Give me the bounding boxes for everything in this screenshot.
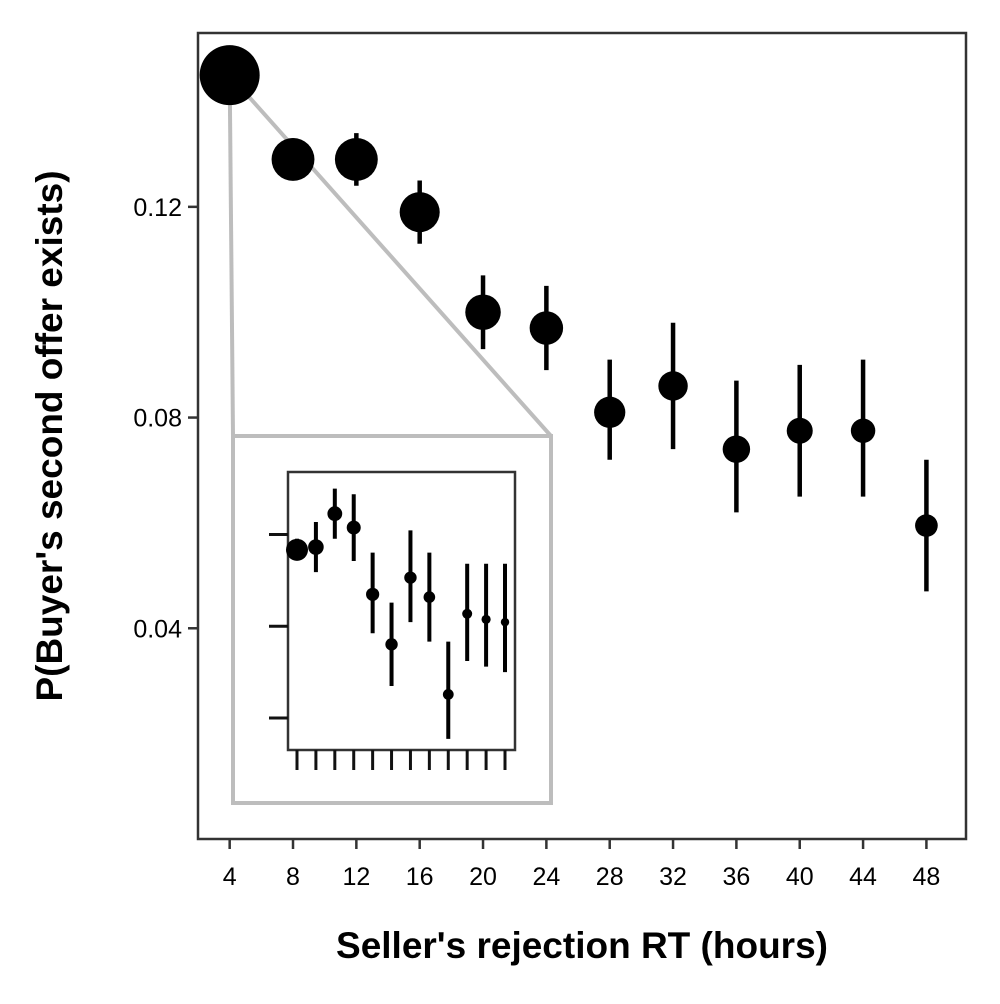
x-tick-label: 16 [406,863,434,891]
inset-data-point [366,587,380,601]
data-point [850,418,876,443]
x-tick-label: 48 [913,863,941,891]
x-tick-label: 44 [849,863,877,891]
x-tick-label: 32 [659,863,687,891]
zoom-box [231,434,553,805]
x-tick-label: 40 [786,863,814,891]
zoom-line-left [227,75,235,437]
inset-data-point [286,538,308,561]
inset-data-point [404,571,417,584]
x-tick-label: 28 [596,863,624,891]
data-point [529,311,564,345]
inset-frame [286,470,517,752]
inset-data-point [423,591,436,603]
data-point [199,45,260,106]
zoom-connector [227,73,553,805]
data-point [271,137,315,181]
data-point [594,396,626,428]
x-tick-label: 20 [469,863,497,891]
inset-plot [269,470,517,770]
x-tick-label: 12 [342,863,370,891]
data-point [334,137,378,181]
zoom-line-right [228,73,553,438]
inset-data-point [385,638,398,651]
data-series [199,45,938,592]
x-tick-label: 8 [286,863,300,891]
inset-data-point [346,520,361,535]
y-axis-title: P(Buyer's second offer exists) [29,170,70,701]
inset-data-point [327,506,343,522]
data-point [915,514,938,537]
data-point [786,417,813,444]
y-tick-label: 0.08 [133,405,182,433]
data-point [465,294,501,330]
data-point [658,371,688,401]
x-tick-label: 36 [722,863,750,891]
inset-data-point [308,539,324,555]
inset-data-point [481,614,491,624]
inset-data-point [442,689,454,700]
inset-data-point [462,608,473,619]
x-tick-label: 4 [223,863,237,891]
y-axis-ticks: 0.04 0.08 0.12 [133,194,198,643]
x-tick-label: 24 [532,863,560,891]
y-tick-label: 0.12 [133,194,182,222]
x-axis-title: Seller's rejection RT (hours) [336,925,828,966]
data-point [399,192,440,233]
inset-data-point [500,617,510,627]
x-axis-ticks: 4 8 12 16 20 24 28 32 36 40 44 48 [223,839,941,891]
data-point [722,435,751,463]
y-tick-label: 0.04 [133,615,182,643]
